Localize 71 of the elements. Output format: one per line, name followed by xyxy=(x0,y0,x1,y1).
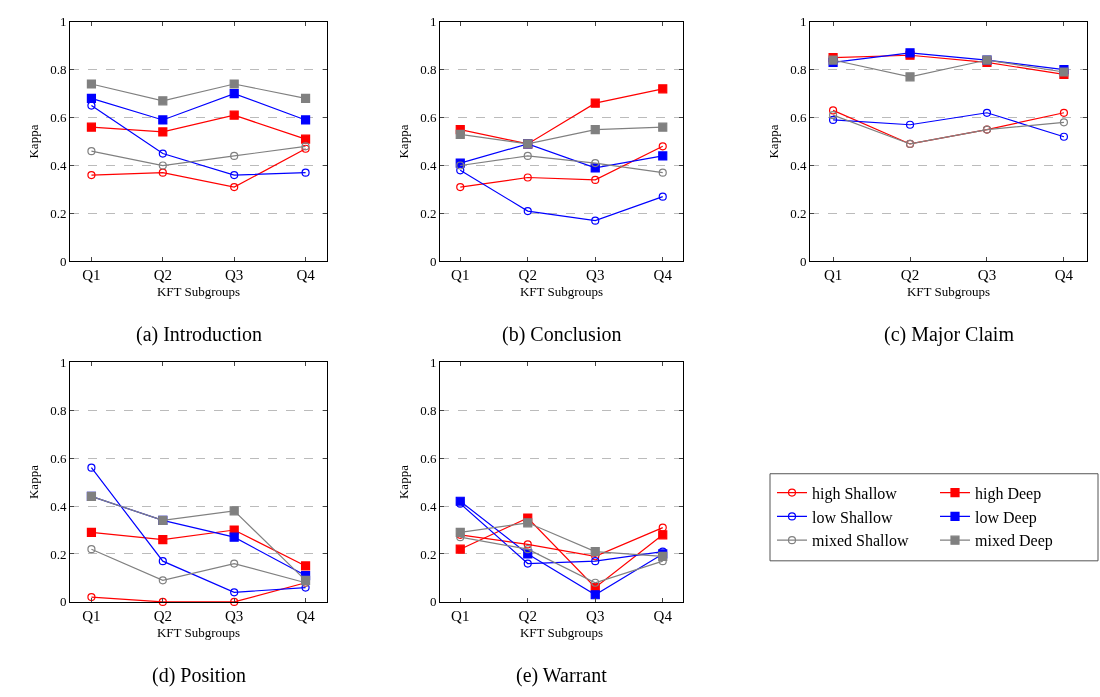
y-tick-label: 0.4 xyxy=(420,158,437,174)
legend-label: mixed Shallow xyxy=(812,532,909,550)
legend-label: low Deep xyxy=(975,508,1037,527)
y-axis-title: Kappa xyxy=(26,464,42,500)
y-tick-label: 0 xyxy=(429,594,437,610)
x-tick-label: Q2 xyxy=(153,267,172,284)
y-tick-label: 0.8 xyxy=(50,62,67,78)
x-tick-label: Q4 xyxy=(296,267,316,284)
y-tick-label: 0.2 xyxy=(420,206,437,222)
x-tick-label: Q3 xyxy=(586,267,605,284)
x-tick-label: Q1 xyxy=(82,267,101,284)
x-tick-label: Q3 xyxy=(225,267,244,284)
text: (c) Major Claim xyxy=(884,323,1015,346)
y-tick-label: 0.6 xyxy=(420,450,437,466)
legend-label: high Shallow xyxy=(812,484,898,503)
x-tick-label: Q2 xyxy=(518,267,537,284)
y-axis-title: Kappa xyxy=(396,464,412,500)
y-tick-label: 1 xyxy=(59,14,67,30)
y-tick-label: 0 xyxy=(59,594,67,610)
y-tick-label: 1 xyxy=(429,14,437,30)
x-axis-title: KFT Subgroups xyxy=(906,284,991,299)
y-tick-label: 0.4 xyxy=(50,158,67,174)
x-tick-label: Q4 xyxy=(653,267,673,284)
x-tick-label: Q3 xyxy=(586,607,605,624)
y-tick-label: 0 xyxy=(799,253,807,269)
x-axis-title: KFT Subgroups xyxy=(156,624,241,640)
y-axis-title: Kappa xyxy=(766,124,782,159)
y-tick-label: 0.2 xyxy=(790,206,807,222)
x-tick-label: Q2 xyxy=(900,267,920,284)
legend-label: low Shallow xyxy=(812,508,893,526)
y-tick-label: 0.6 xyxy=(50,450,67,466)
y-tick-label: 0.6 xyxy=(420,110,437,126)
y-tick-label: 0.8 xyxy=(420,402,437,418)
x-tick-label: Q4 xyxy=(653,607,673,624)
y-tick-label: 1 xyxy=(799,14,807,30)
y-tick-label: 0 xyxy=(59,253,67,269)
y-axis-title: Kappa xyxy=(396,124,412,159)
y-tick-label: 0.8 xyxy=(50,402,67,418)
y-tick-label: 1 xyxy=(59,354,67,370)
text: (d) Position xyxy=(152,664,246,687)
y-tick-label: 0.4 xyxy=(420,498,437,514)
x-tick-label: Q2 xyxy=(518,607,537,624)
y-tick-label: 1 xyxy=(429,354,437,370)
y-tick-label: 0.6 xyxy=(790,110,807,126)
text: (a) Introduction xyxy=(136,323,263,346)
y-tick-label: 0 xyxy=(429,253,437,269)
y-axis-title: Kappa xyxy=(26,124,42,159)
x-tick-label: Q4 xyxy=(1054,267,1074,284)
y-tick-label: 0.4 xyxy=(790,158,807,174)
y-tick-label: 0.2 xyxy=(420,546,437,562)
y-tick-label: 0.8 xyxy=(420,62,437,78)
x-tick-label: Q1 xyxy=(823,267,843,284)
y-tick-label: 0.6 xyxy=(50,110,67,126)
x-tick-label: Q1 xyxy=(451,607,470,624)
x-tick-label: Q4 xyxy=(296,607,316,624)
y-tick-label: 0.8 xyxy=(790,62,807,78)
y-tick-label: 0.4 xyxy=(50,498,67,514)
text: (b) Conclusion xyxy=(502,323,622,346)
y-tick-label: 0.2 xyxy=(50,206,67,222)
text: (e) Warrant xyxy=(516,664,608,687)
x-axis-title: KFT Subgroups xyxy=(519,624,604,640)
legend-label: high Deep xyxy=(975,484,1042,503)
x-tick-label: Q3 xyxy=(225,607,244,624)
x-axis-title: KFT Subgroups xyxy=(156,284,241,299)
x-tick-label: Q1 xyxy=(451,267,470,284)
x-axis-title: KFT Subgroups xyxy=(519,284,604,299)
y-tick-label: 0.2 xyxy=(50,546,67,562)
x-tick-label: Q1 xyxy=(82,607,101,624)
legend-label: mixed Deep xyxy=(975,532,1053,551)
x-tick-label: Q2 xyxy=(153,607,172,624)
x-tick-label: Q3 xyxy=(977,267,997,284)
